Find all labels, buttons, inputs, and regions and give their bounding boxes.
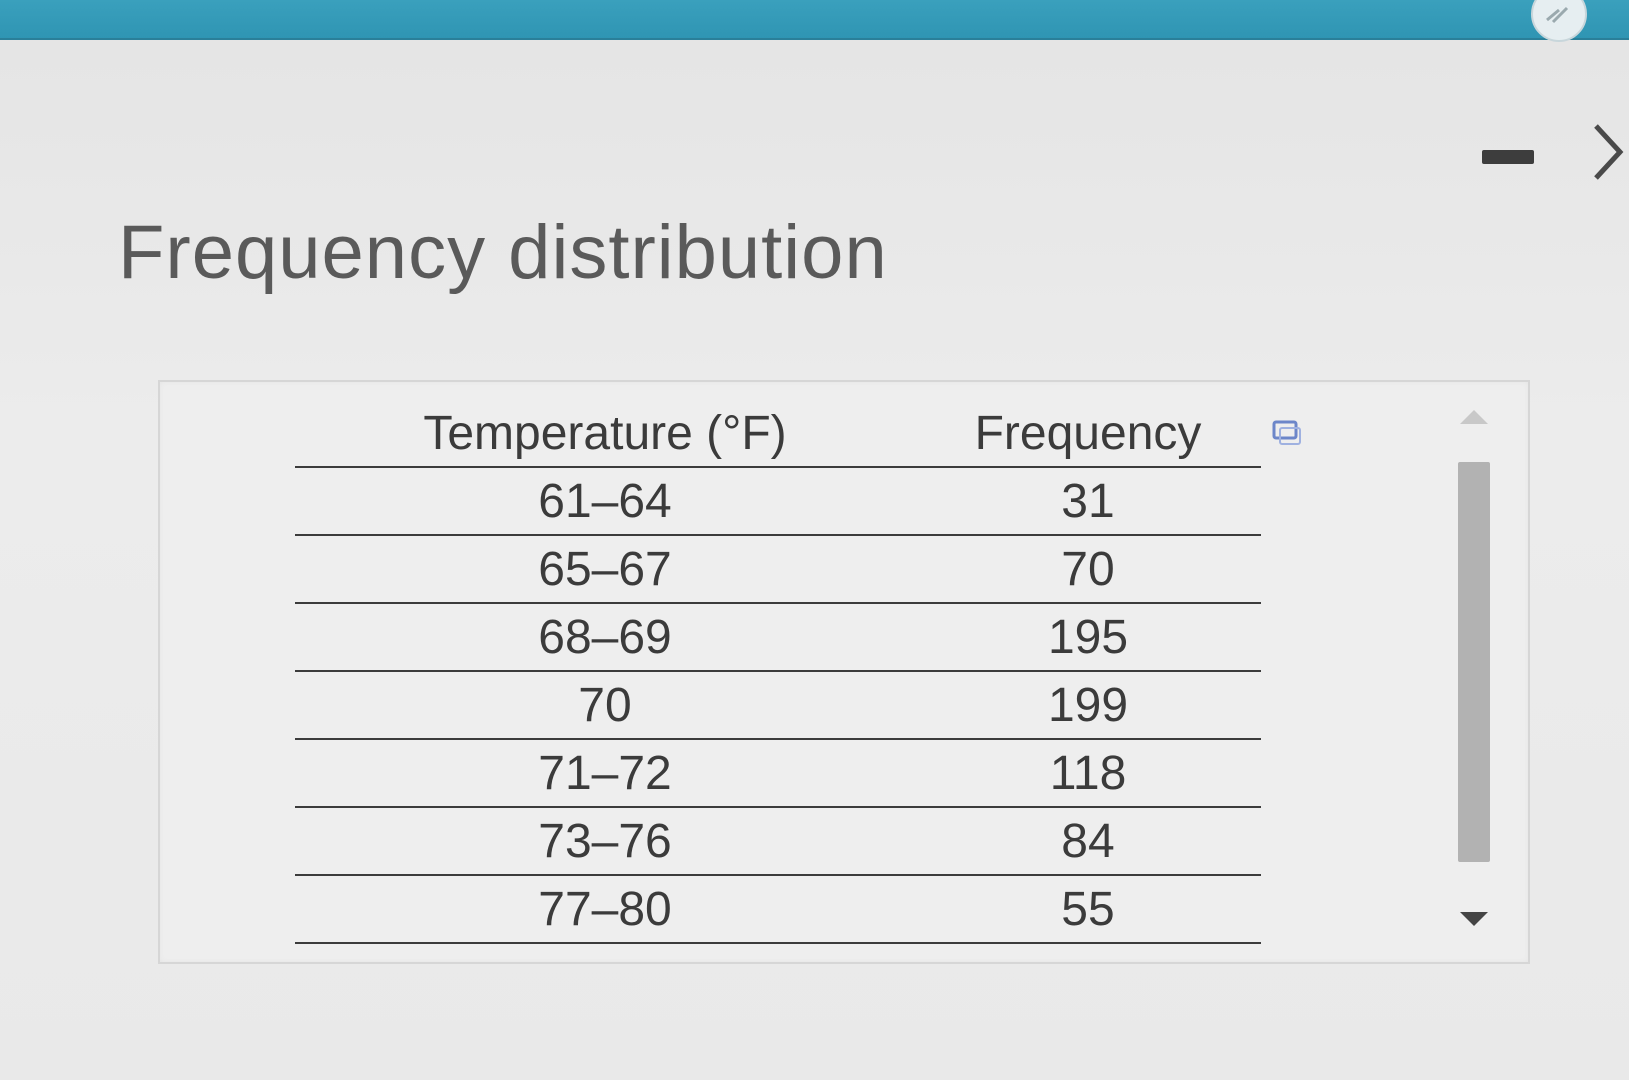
panel-title: Frequency distribution xyxy=(118,209,888,295)
temperature-cell: 71–72 xyxy=(295,739,915,808)
temperature-cell: 61–64 xyxy=(295,467,915,536)
temperature-cell: 68–69 xyxy=(295,603,915,672)
table-row: 68–69 195 xyxy=(295,603,1261,672)
table-row: 61–64 31 xyxy=(295,467,1261,536)
scroll-down-arrow-icon[interactable] xyxy=(1460,912,1488,926)
temperature-cell: 70 xyxy=(295,671,915,740)
frequency-cell: 55 xyxy=(915,875,1261,944)
temperature-cell: 65–67 xyxy=(295,535,915,604)
column-header-temperature: Temperature (°F) xyxy=(295,400,915,468)
table-row: 70 199 xyxy=(295,671,1261,740)
table-header-row: Temperature (°F) Frequency xyxy=(295,400,1261,468)
frequency-cell: 118 xyxy=(915,739,1261,808)
table-row: 65–67 70 xyxy=(295,535,1261,604)
table-container: Temperature (°F) Frequency 61–64 31 65–6… xyxy=(158,380,1530,964)
copy-icon[interactable] xyxy=(1272,420,1302,446)
frequency-cell: 70 xyxy=(915,535,1261,604)
frequency-cell: 199 xyxy=(915,671,1261,740)
table-row: 77–80 55 xyxy=(295,875,1261,944)
table-row: 71–72 118 xyxy=(295,739,1261,808)
frequency-cell: 31 xyxy=(915,467,1261,536)
column-header-frequency: Frequency xyxy=(915,400,1261,468)
circle-icon[interactable] xyxy=(1531,0,1587,42)
chevron-right-icon[interactable] xyxy=(1590,122,1626,182)
minimize-icon[interactable] xyxy=(1482,150,1534,164)
frequency-cell: 195 xyxy=(915,603,1261,672)
table-row: 73–76 84 xyxy=(295,807,1261,876)
frequency-table: Temperature (°F) Frequency 61–64 31 65–6… xyxy=(295,400,1261,944)
temperature-cell: 73–76 xyxy=(295,807,915,876)
scrollbar-thumb[interactable] xyxy=(1458,462,1490,862)
temperature-cell: 77–80 xyxy=(295,875,915,944)
top-bar xyxy=(0,0,1629,42)
pen-icon xyxy=(1546,6,1569,24)
scroll-up-arrow-icon[interactable] xyxy=(1460,410,1488,424)
frequency-cell: 84 xyxy=(915,807,1261,876)
